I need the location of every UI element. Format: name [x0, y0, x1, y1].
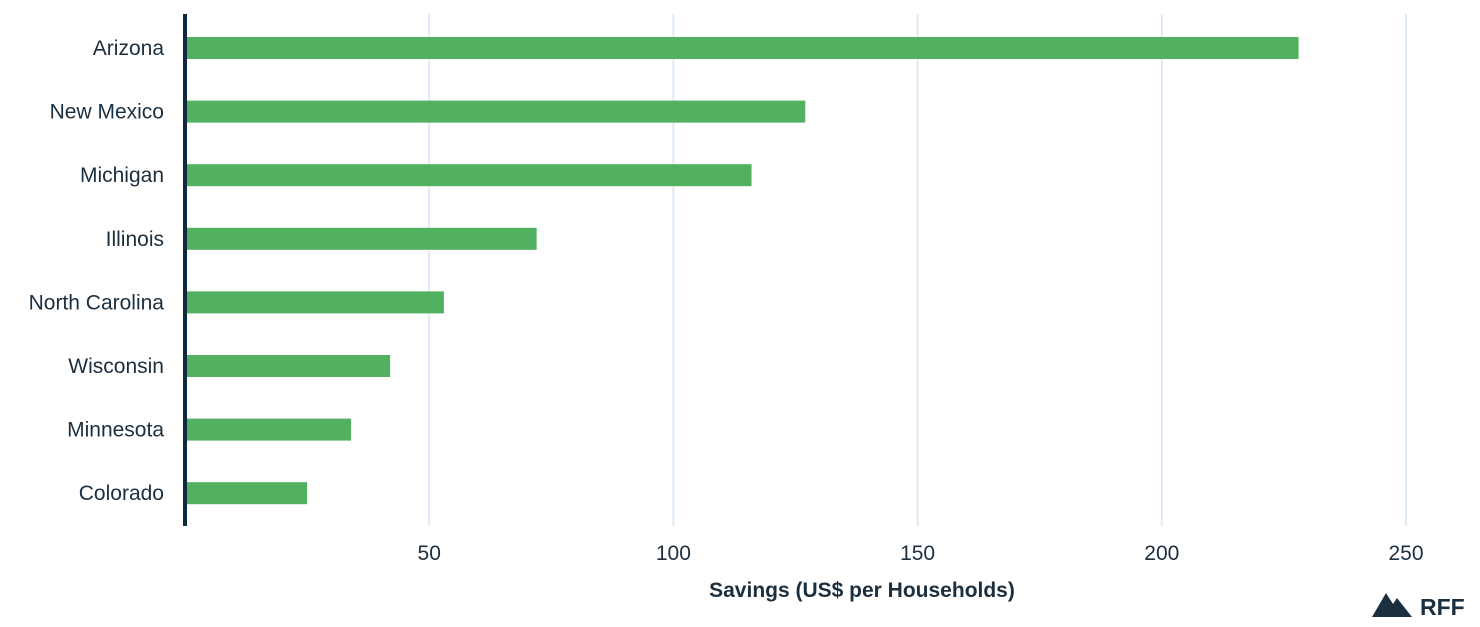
x-tick-label: 50: [418, 542, 441, 565]
x-tick-label: 200: [1144, 542, 1179, 565]
bar: [185, 227, 537, 250]
bar: [185, 164, 752, 187]
category-label: Colorado: [79, 482, 164, 505]
rff-logo: RFF: [1372, 593, 1465, 620]
x-tick-labels: 50 100 150 200 250: [418, 542, 1424, 565]
gridlines: [428, 14, 1407, 526]
category-label: Arizona: [93, 37, 165, 60]
x-axis-title: Savings (US$ per Households): [709, 579, 1015, 602]
category-labels: Arizona New Mexico Michigan Illinois North C…: [29, 37, 165, 505]
bar: [185, 291, 444, 314]
x-tick-label: 100: [656, 542, 691, 565]
category-label: Michigan: [80, 164, 164, 187]
bar: [185, 355, 391, 377]
x-tick-label: 250: [1388, 542, 1423, 565]
bar: [185, 482, 308, 505]
category-label: Wisconsin: [68, 355, 164, 378]
category-label: Illinois: [106, 228, 164, 251]
logo-text: RFF: [1420, 594, 1465, 620]
x-tick-label: 150: [900, 542, 935, 565]
bars: [185, 37, 1299, 505]
category-label: New Mexico: [50, 101, 164, 124]
mountain-icon: [1372, 593, 1412, 617]
category-label: Minnesota: [67, 419, 164, 442]
bar: [185, 418, 352, 441]
category-label: North Carolina: [29, 291, 165, 314]
bar: [185, 100, 806, 123]
bar: [185, 37, 1299, 59]
